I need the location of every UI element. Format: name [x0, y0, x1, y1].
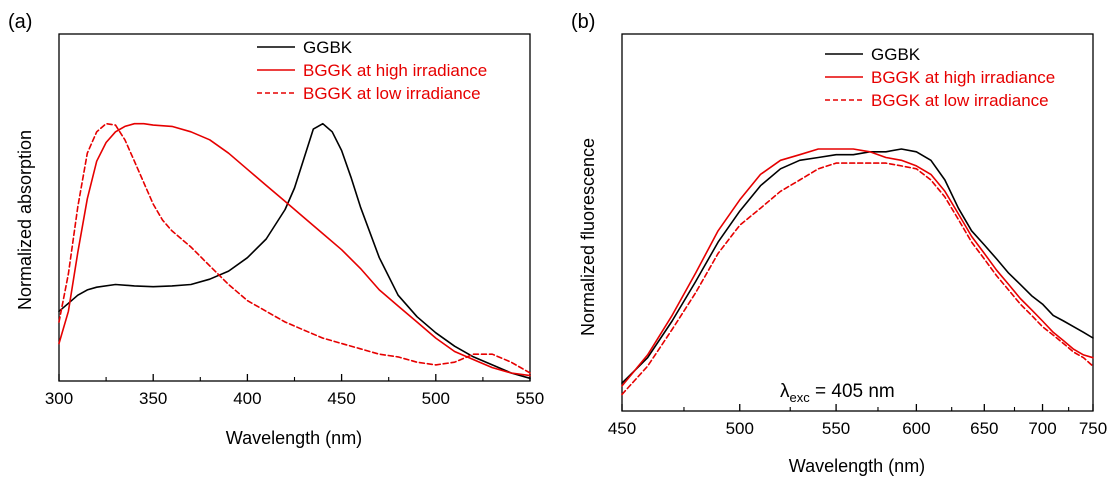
legend-label-a-0: GGBK: [303, 38, 353, 57]
series-group-b: [621, 148, 1094, 396]
x-tick-label-a-400: 400: [233, 389, 261, 408]
legend-b: GGBK BGGK at high irradiance BGGK at low i…: [825, 45, 1055, 110]
x-axis-label-b: Wavelength (nm): [789, 456, 925, 476]
series-line-b-2: [621, 162, 1094, 396]
x-axis-a: 300 350 400 450 500 550: [45, 374, 544, 408]
x-tick-label-b-650: 650: [970, 419, 998, 438]
chart-panel-b: (b) 450 500 550 600 650 700 750 Wavelength (nm…: [571, 11, 1107, 476]
x-tick-label-b-600: 600: [902, 419, 930, 438]
y-axis-label-b: Normalized fluorescence: [578, 138, 598, 336]
y-axis-label-a: Normalized absorption: [15, 130, 35, 310]
legend-label-a-2: BGGK at low irradiance: [303, 84, 481, 103]
x-tick-label-a-350: 350: [139, 389, 167, 408]
x-tick-label-a-500: 500: [422, 389, 450, 408]
x-axis-label-a: Wavelength (nm): [226, 428, 362, 448]
series-group-a: [58, 122, 531, 380]
x-tick-label-b-550: 550: [822, 419, 850, 438]
x-tick-label-a-550: 550: [516, 389, 544, 408]
legend-label-a-1: BGGK at high irradiance: [303, 61, 487, 80]
x-axis-b: 450 500 550 600 650 700 750: [608, 404, 1107, 438]
panel-label-a: (a): [8, 11, 32, 33]
x-tick-label-b-750: 750: [1079, 419, 1107, 438]
x-tick-label-b-500: 500: [726, 419, 754, 438]
panel-label-b: (b): [571, 11, 595, 33]
series-line-b-0: [621, 148, 1094, 384]
series-line-a-2: [58, 122, 531, 374]
x-tick-label-a-450: 450: [327, 389, 355, 408]
series-line-b-1: [621, 148, 1094, 387]
chart-panel-a: (a) 300 350 400 450 500 550 Wavelength (nm) N…: [8, 11, 544, 448]
legend-label-b-0: GGBK: [871, 45, 921, 64]
plot-frame-b: [621, 33, 1094, 412]
x-tick-label-a-300: 300: [45, 389, 73, 408]
x-tick-label-b-450: 450: [608, 419, 636, 438]
legend-label-b-2: BGGK at low irradiance: [871, 91, 1049, 110]
series-line-a-1: [58, 122, 531, 377]
series-line-a-0: [58, 122, 531, 380]
legend-a: GGBK BGGK at high irradiance BGGK at low i…: [257, 38, 487, 103]
legend-label-b-1: BGGK at high irradiance: [871, 68, 1055, 87]
excitation-annotation: λexc = 405 nm: [780, 381, 895, 405]
x-tick-label-b-700: 700: [1028, 419, 1056, 438]
